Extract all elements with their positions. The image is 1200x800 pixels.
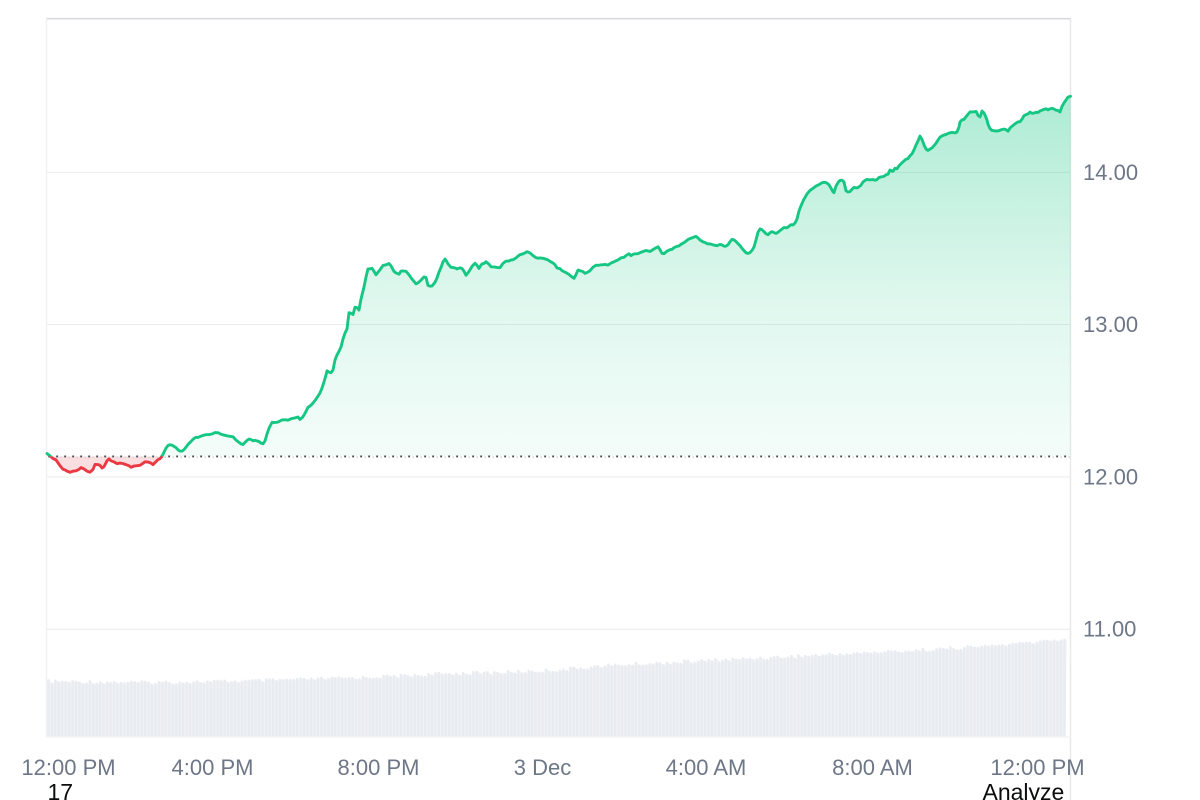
svg-text:12:00 PM: 12:00 PM bbox=[21, 755, 115, 780]
svg-text:12:00 PM: 12:00 PM bbox=[990, 755, 1084, 780]
svg-text:13.00: 13.00 bbox=[1083, 312, 1138, 337]
svg-text:12.00: 12.00 bbox=[1083, 464, 1138, 489]
svg-text:3 Dec: 3 Dec bbox=[514, 755, 571, 780]
svg-text:14.00: 14.00 bbox=[1083, 160, 1138, 185]
svg-text:8:00 AM: 8:00 AM bbox=[832, 755, 913, 780]
svg-text:8:00 PM: 8:00 PM bbox=[338, 755, 420, 780]
svg-text:4:00 AM: 4:00 AM bbox=[666, 755, 747, 780]
svg-text:Analyze: Analyze bbox=[983, 779, 1065, 800]
svg-text:4:00 PM: 4:00 PM bbox=[172, 755, 254, 780]
svg-text:11.00: 11.00 bbox=[1083, 617, 1136, 642]
svg-text:17: 17 bbox=[48, 779, 74, 800]
